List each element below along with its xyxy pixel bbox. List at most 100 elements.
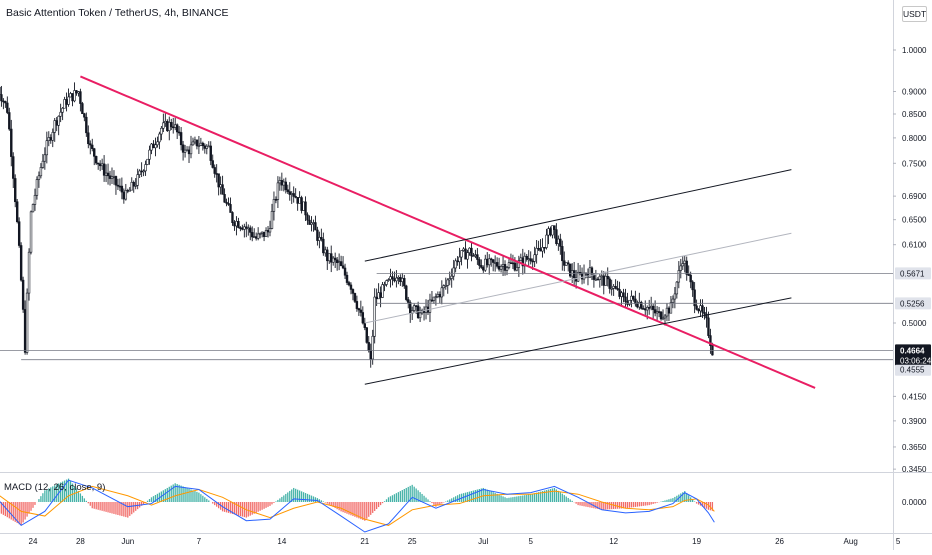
candle-body bbox=[429, 300, 431, 312]
candle-body bbox=[457, 261, 459, 262]
x-axis-tick-label: 5 bbox=[896, 537, 901, 546]
y-axis-tick-label: 0.8500 bbox=[902, 110, 927, 119]
candle-body bbox=[153, 144, 155, 148]
candle-body bbox=[443, 286, 445, 288]
candle-body bbox=[295, 196, 297, 197]
candle-body bbox=[236, 221, 238, 226]
candle-body bbox=[646, 307, 648, 310]
candle-body bbox=[157, 142, 159, 145]
candle-body bbox=[30, 212, 32, 252]
candle-body bbox=[413, 306, 415, 311]
candle-body bbox=[629, 300, 631, 304]
candle-body bbox=[512, 263, 514, 264]
candle-body bbox=[210, 146, 212, 161]
candle-body bbox=[350, 285, 352, 289]
candle-body bbox=[301, 198, 303, 211]
x-axis-tick-label: 21 bbox=[360, 537, 369, 546]
candle-body bbox=[336, 260, 338, 263]
macd-indicator-label[interactable]: MACD (12, 26, close, 9) bbox=[4, 482, 105, 493]
candle-body bbox=[376, 297, 378, 299]
candle-body bbox=[504, 264, 506, 270]
candle-body bbox=[216, 173, 218, 174]
candle-body bbox=[324, 250, 326, 253]
candle-body bbox=[500, 266, 502, 269]
candle-body bbox=[409, 302, 411, 313]
candle-body bbox=[95, 156, 97, 163]
candle-body bbox=[4, 101, 6, 103]
candle-body bbox=[542, 247, 544, 251]
candle-body bbox=[58, 116, 60, 125]
candle-body bbox=[597, 279, 599, 280]
candle-body bbox=[56, 121, 58, 126]
candle-body bbox=[494, 262, 496, 263]
candle-body bbox=[696, 306, 698, 309]
candle-body bbox=[315, 223, 317, 230]
candle-body bbox=[137, 175, 139, 186]
candle-body bbox=[20, 245, 22, 280]
candle-body bbox=[346, 275, 348, 282]
candle-body bbox=[283, 182, 285, 185]
y-axis-tick-label: 1.0000 bbox=[902, 46, 927, 55]
level-badge-3: 0.4555 bbox=[900, 366, 925, 375]
candle-body bbox=[119, 186, 121, 187]
candle-body bbox=[103, 164, 105, 176]
candle-body bbox=[664, 316, 666, 318]
candle-body bbox=[186, 150, 188, 151]
candle-body bbox=[516, 267, 518, 270]
candle-body bbox=[259, 233, 261, 234]
candle-body bbox=[399, 277, 401, 281]
currency-unit-badge[interactable]: USDT bbox=[902, 6, 927, 22]
candle-body bbox=[455, 261, 457, 268]
candle-body bbox=[356, 301, 358, 308]
candle-body bbox=[508, 263, 510, 268]
candle-body bbox=[247, 228, 249, 229]
candle-body bbox=[85, 117, 87, 133]
x-axis-tick-label: 5 bbox=[528, 537, 533, 546]
candle-body bbox=[437, 294, 439, 296]
candle-body bbox=[32, 204, 34, 211]
candle-body bbox=[506, 268, 508, 271]
candle-body bbox=[548, 229, 550, 235]
candle-body bbox=[330, 254, 332, 263]
candle-body bbox=[352, 289, 354, 293]
candle-body bbox=[419, 313, 421, 318]
candle-body bbox=[105, 173, 107, 175]
candle-body bbox=[74, 91, 76, 101]
candle-body bbox=[415, 306, 417, 307]
candle-body bbox=[289, 192, 291, 195]
candle-body bbox=[172, 127, 174, 128]
candle-body bbox=[328, 254, 330, 261]
candle-body bbox=[109, 176, 111, 179]
candle-body bbox=[496, 262, 498, 266]
candle-body bbox=[318, 237, 320, 240]
candle-body bbox=[271, 211, 273, 228]
candle-body bbox=[435, 297, 437, 298]
candle-body bbox=[10, 129, 12, 157]
candle-body bbox=[453, 268, 455, 276]
candle-body bbox=[188, 150, 190, 154]
candle-body bbox=[644, 309, 646, 310]
y-axis-tick-label: 0.7500 bbox=[902, 159, 927, 168]
candle-body bbox=[567, 263, 569, 264]
candle-body bbox=[222, 185, 224, 195]
candle-body bbox=[473, 256, 475, 257]
candle-body bbox=[239, 228, 241, 229]
candle-body bbox=[97, 163, 99, 164]
candle-body bbox=[78, 92, 80, 93]
candle-body bbox=[275, 199, 277, 200]
candle-body bbox=[241, 228, 243, 229]
candle-body bbox=[133, 182, 135, 186]
candle-body bbox=[465, 249, 467, 259]
candle-body bbox=[208, 146, 210, 147]
candle-body bbox=[384, 284, 386, 285]
candle-body bbox=[476, 255, 478, 260]
candle-body bbox=[297, 197, 299, 203]
candle-body bbox=[676, 282, 678, 294]
candle-body bbox=[40, 167, 42, 175]
candle-body bbox=[44, 155, 46, 161]
x-axis-tick-label: 26 bbox=[775, 537, 784, 546]
candle-body bbox=[307, 215, 309, 220]
candle-body bbox=[680, 266, 682, 271]
